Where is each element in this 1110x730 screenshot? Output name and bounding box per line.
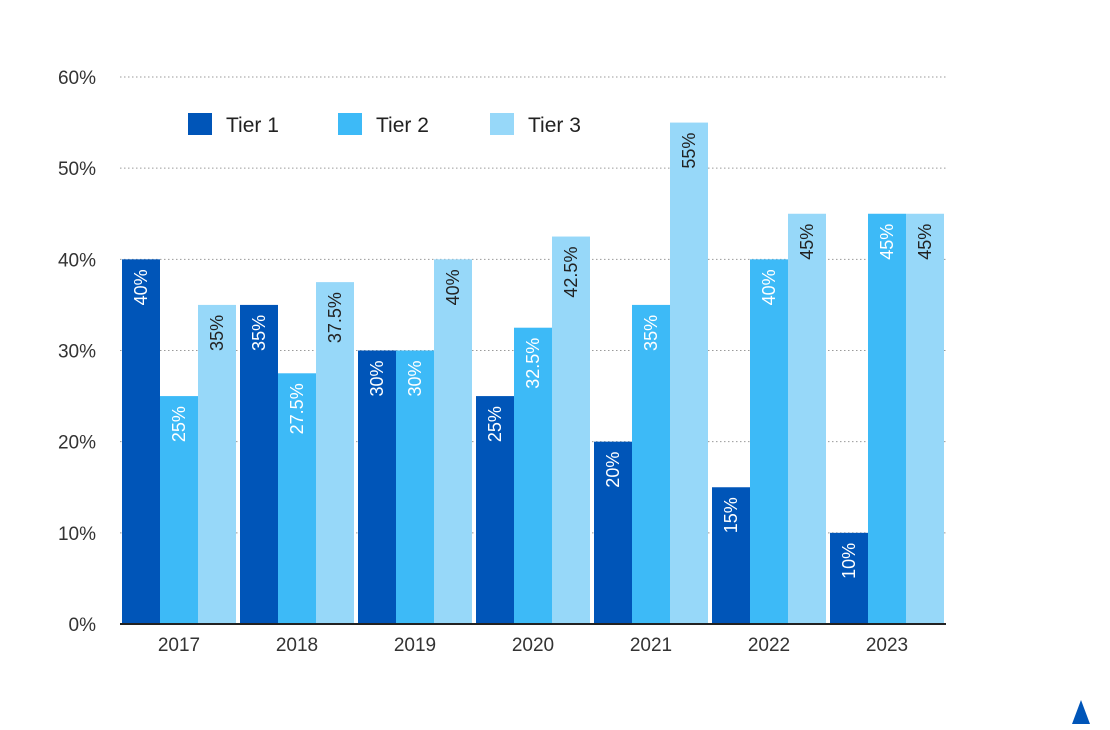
legend-swatch: [188, 113, 212, 135]
legend-swatch: [338, 113, 362, 135]
bar-value-label: 40%: [443, 269, 463, 305]
bar-tier-3-2022: [788, 213, 826, 624]
bar-tier-3-2020: [552, 236, 590, 624]
bar-tier-2-2017: [160, 396, 198, 624]
bar-value-label: 35%: [207, 315, 227, 351]
bar-value-label: 45%: [797, 224, 817, 260]
y-tick-label: 60%: [58, 68, 96, 89]
y-tick-label: 0%: [69, 615, 97, 636]
bar-tier-1-2018: [240, 304, 278, 624]
bar-value-label: 37.5%: [325, 292, 345, 343]
bar-value-label: 20%: [603, 452, 623, 488]
bar-tier-2-2022: [750, 259, 788, 624]
y-tick-label: 50%: [58, 159, 96, 180]
bar-value-label: 40%: [759, 269, 779, 305]
bar-tier-1-2019: [358, 350, 396, 624]
bar-value-label: 25%: [169, 406, 189, 442]
triangle-logo-icon: [1072, 700, 1090, 724]
y-tick-label: 40%: [58, 250, 96, 271]
bar-value-label: 15%: [721, 497, 741, 533]
x-tick-label: 2023: [866, 635, 908, 656]
bar-tier-1-2023: [830, 532, 868, 624]
bar-tier-2-2018: [278, 373, 316, 624]
x-tick-label: 2019: [394, 635, 436, 656]
y-tick-label: 20%: [58, 433, 96, 454]
bar-value-label: 30%: [405, 361, 425, 397]
bar-tier-3-2023: [906, 213, 944, 624]
y-tick-label: 30%: [58, 342, 96, 363]
bar-value-label: 32.5%: [523, 338, 543, 389]
bar-value-label: 42.5%: [561, 247, 581, 298]
bars: 40% 25% 35% 35% 27.5% 37.5% 30% 30% 40% 25% 32.5% 4…: [122, 122, 944, 624]
bar-value-label: 45%: [877, 224, 897, 260]
x-tick-label: 2020: [512, 635, 554, 656]
bar-tier-3-2019: [434, 259, 472, 624]
x-tick-label: 2021: [630, 635, 672, 656]
bar-value-label: 45%: [915, 224, 935, 260]
bar-tier-3-2021: [670, 122, 708, 624]
legend-label: Tier 2: [376, 114, 429, 137]
x-tick-label: 2018: [276, 635, 318, 656]
bar-tier-2-2019: [396, 350, 434, 624]
bar-tier-3-2018: [316, 282, 354, 624]
bar-value-label: 10%: [839, 543, 859, 579]
x-axis: 2017 2018 2019 2020 2021 2022 2023: [120, 623, 946, 656]
legend-label: Tier 3: [528, 114, 581, 137]
bar-tier-2-2021: [632, 304, 670, 624]
bar-tier-3-2017: [198, 304, 236, 624]
legend-swatch: [490, 113, 514, 135]
y-axis: 0% 10% 20% 30% 40% 50% 60%: [58, 68, 96, 636]
bar-value-label: 27.5%: [287, 383, 307, 434]
bar-value-label: 40%: [131, 269, 151, 305]
bar-tier-2-2023: [868, 213, 906, 624]
bar-value-label: 35%: [641, 315, 661, 351]
bar-tier-2-2020: [514, 327, 552, 624]
bar-value-label: 25%: [485, 406, 505, 442]
bar-tier-1-2021: [594, 441, 632, 624]
bar-tier-1-2022: [712, 487, 750, 624]
bar-tier-1-2020: [476, 396, 514, 624]
y-tick-label: 10%: [58, 524, 96, 545]
bar-value-label: 30%: [367, 361, 387, 397]
bar-tier-1-2017: [122, 259, 160, 624]
legend: Tier 1 Tier 2 Tier 3: [188, 113, 581, 137]
bar-value-label: 35%: [249, 315, 269, 351]
bar-value-label: 55%: [679, 133, 699, 169]
x-tick-label: 2017: [158, 635, 200, 656]
x-tick-label: 2022: [748, 635, 790, 656]
legend-label: Tier 1: [226, 114, 279, 137]
